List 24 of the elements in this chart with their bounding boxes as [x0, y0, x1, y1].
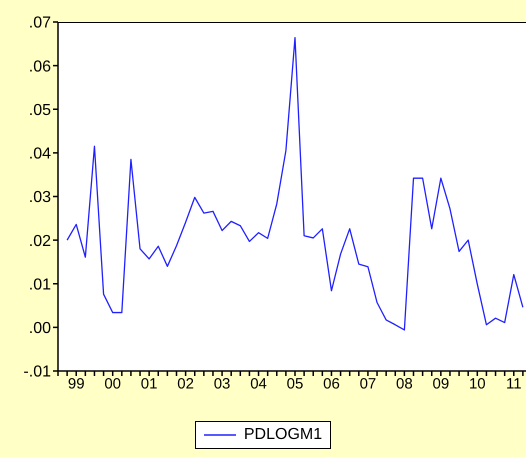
y-tick-label: .03: [28, 189, 52, 206]
x-tick-label: 08: [396, 376, 413, 393]
legend-label: PDLOGM1: [244, 426, 322, 444]
y-tick-label: .01: [28, 276, 52, 294]
y-tick-label: .04: [28, 146, 52, 163]
line-series: [66, 37, 524, 331]
x-tick-label: 02: [177, 376, 194, 393]
x-tick-label: 11: [506, 376, 522, 393]
y-tick-label: .02: [28, 232, 52, 250]
x-tick-label: 99: [68, 376, 85, 393]
x-tick-label: 10: [468, 376, 486, 393]
x-tick-label: 07: [360, 376, 376, 393]
x-tick-label: 01: [140, 376, 158, 393]
y-tick-label: -.01: [23, 364, 52, 381]
y-tick-label: .06: [28, 58, 52, 76]
y-tick-label: .07: [28, 14, 52, 32]
y-tick-label: .05: [28, 102, 52, 119]
x-tick-label: 09: [432, 376, 450, 393]
x-tick-label: 00: [104, 376, 122, 393]
x-tick-label: 06: [323, 376, 340, 393]
x-tick-label: 03: [214, 376, 230, 393]
y-tick-label: .00: [28, 320, 52, 338]
x-tick-label: 05: [286, 376, 304, 393]
x-tick-label: 04: [250, 376, 267, 393]
